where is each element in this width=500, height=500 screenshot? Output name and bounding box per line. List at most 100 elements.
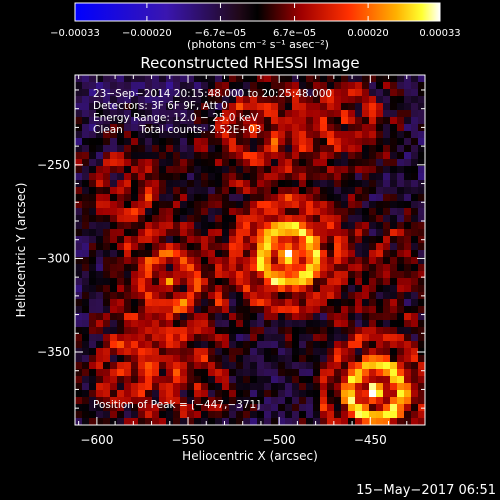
heatmap-pixel: [369, 278, 377, 286]
heatmap-pixel: [278, 390, 286, 398]
heatmap-pixel: [250, 278, 258, 286]
heatmap-pixel: [390, 201, 398, 209]
heatmap-pixel: [411, 271, 419, 279]
heatmap-pixel: [166, 376, 174, 384]
heatmap-pixel: [152, 376, 160, 384]
heatmap-pixel: [390, 299, 398, 307]
heatmap-pixel: [117, 257, 125, 265]
heatmap-pixel: [299, 320, 307, 328]
heatmap-pixel: [306, 355, 314, 363]
heatmap-pixel: [103, 327, 111, 335]
heatmap-pixel: [131, 82, 139, 90]
heatmap-pixel: [411, 89, 419, 97]
heatmap-pixel: [96, 145, 104, 153]
heatmap-pixel: [194, 75, 202, 83]
heatmap-pixel: [145, 82, 153, 90]
heatmap-pixel: [348, 131, 356, 139]
heatmap-pixel: [306, 110, 314, 118]
heatmap-pixel: [152, 96, 160, 104]
heatmap-pixel: [341, 390, 349, 398]
heatmap-pixel: [271, 82, 279, 90]
heatmap-pixel: [215, 187, 223, 195]
heatmap-pixel: [320, 390, 328, 398]
heatmap-pixel: [369, 397, 377, 405]
heatmap-pixel: [369, 159, 377, 167]
heatmap-pixel: [131, 201, 139, 209]
heatmap-pixel: [187, 138, 195, 146]
heatmap-pixel: [110, 138, 118, 146]
heatmap-pixel: [124, 82, 132, 90]
heatmap-pixel: [89, 397, 97, 405]
heatmap-pixel: [194, 285, 202, 293]
heatmap-pixel: [159, 257, 167, 265]
heatmap-pixel: [313, 341, 321, 349]
heatmap-pixel: [390, 82, 398, 90]
heatmap-pixel: [110, 75, 118, 83]
heatmap-pixel: [313, 306, 321, 314]
heatmap-pixel: [257, 96, 265, 104]
heatmap-pixel: [124, 306, 132, 314]
heatmap-pixel: [341, 397, 349, 405]
heatmap-pixel: [257, 152, 265, 160]
heatmap-pixel: [117, 320, 125, 328]
heatmap-pixel: [299, 173, 307, 181]
heatmap-pixel: [201, 404, 209, 412]
heatmap-pixel: [355, 82, 363, 90]
heatmap-pixel: [397, 152, 405, 160]
heatmap-pixel: [271, 229, 279, 237]
heatmap-pixel: [103, 376, 111, 384]
heatmap-pixel: [236, 138, 244, 146]
heatmap-pixel: [75, 306, 83, 314]
heatmap-pixel: [327, 243, 335, 251]
heatmap-pixel: [390, 383, 398, 391]
heatmap-pixel: [96, 187, 104, 195]
heatmap-pixel: [208, 348, 216, 356]
heatmap-pixel: [397, 131, 405, 139]
heatmap-pixel: [411, 369, 419, 377]
heatmap-pixel: [173, 327, 181, 335]
heatmap-pixel: [208, 397, 216, 405]
heatmap-pixel: [159, 82, 167, 90]
heatmap-pixel: [383, 313, 391, 321]
heatmap-pixel: [390, 306, 398, 314]
heatmap-pixel: [194, 229, 202, 237]
heatmap-pixel: [285, 124, 293, 132]
heatmap-pixel: [243, 278, 251, 286]
heatmap-pixel: [215, 208, 223, 216]
heatmap-pixel: [397, 376, 405, 384]
heatmap-pixel: [369, 201, 377, 209]
heatmap-pixel: [131, 292, 139, 300]
heatmap-pixel: [404, 138, 412, 146]
heatmap-pixel: [131, 103, 139, 111]
heatmap-pixel: [355, 362, 363, 370]
heatmap-pixel: [96, 306, 104, 314]
heatmap-pixel: [285, 166, 293, 174]
heatmap-pixel: [215, 362, 223, 370]
heatmap-pixel: [138, 110, 146, 118]
heatmap-pixel: [299, 89, 307, 97]
heatmap-pixel: [229, 96, 237, 104]
heatmap-pixel: [194, 145, 202, 153]
heatmap-pixel: [215, 131, 223, 139]
heatmap-pixel: [390, 222, 398, 230]
heatmap-pixel: [418, 411, 426, 419]
heatmap-pixel: [117, 187, 125, 195]
heatmap-pixel: [194, 215, 202, 223]
heatmap-pixel: [369, 194, 377, 202]
heatmap-pixel: [117, 152, 125, 160]
heatmap-pixel: [173, 257, 181, 265]
heatmap-pixel: [390, 243, 398, 251]
heatmap-pixel: [292, 418, 300, 426]
heatmap-pixel: [82, 187, 90, 195]
heatmap-pixel: [110, 110, 118, 118]
heatmap-pixel: [187, 96, 195, 104]
heatmap-pixel: [418, 418, 426, 426]
heatmap-pixel: [180, 348, 188, 356]
heatmap-pixel: [250, 82, 258, 90]
heatmap-pixel: [180, 418, 188, 426]
heatmap-pixel: [418, 313, 426, 321]
heatmap-pixel: [411, 103, 419, 111]
heatmap-pixel: [418, 376, 426, 384]
heatmap-pixel: [201, 362, 209, 370]
heatmap-pixel: [369, 89, 377, 97]
